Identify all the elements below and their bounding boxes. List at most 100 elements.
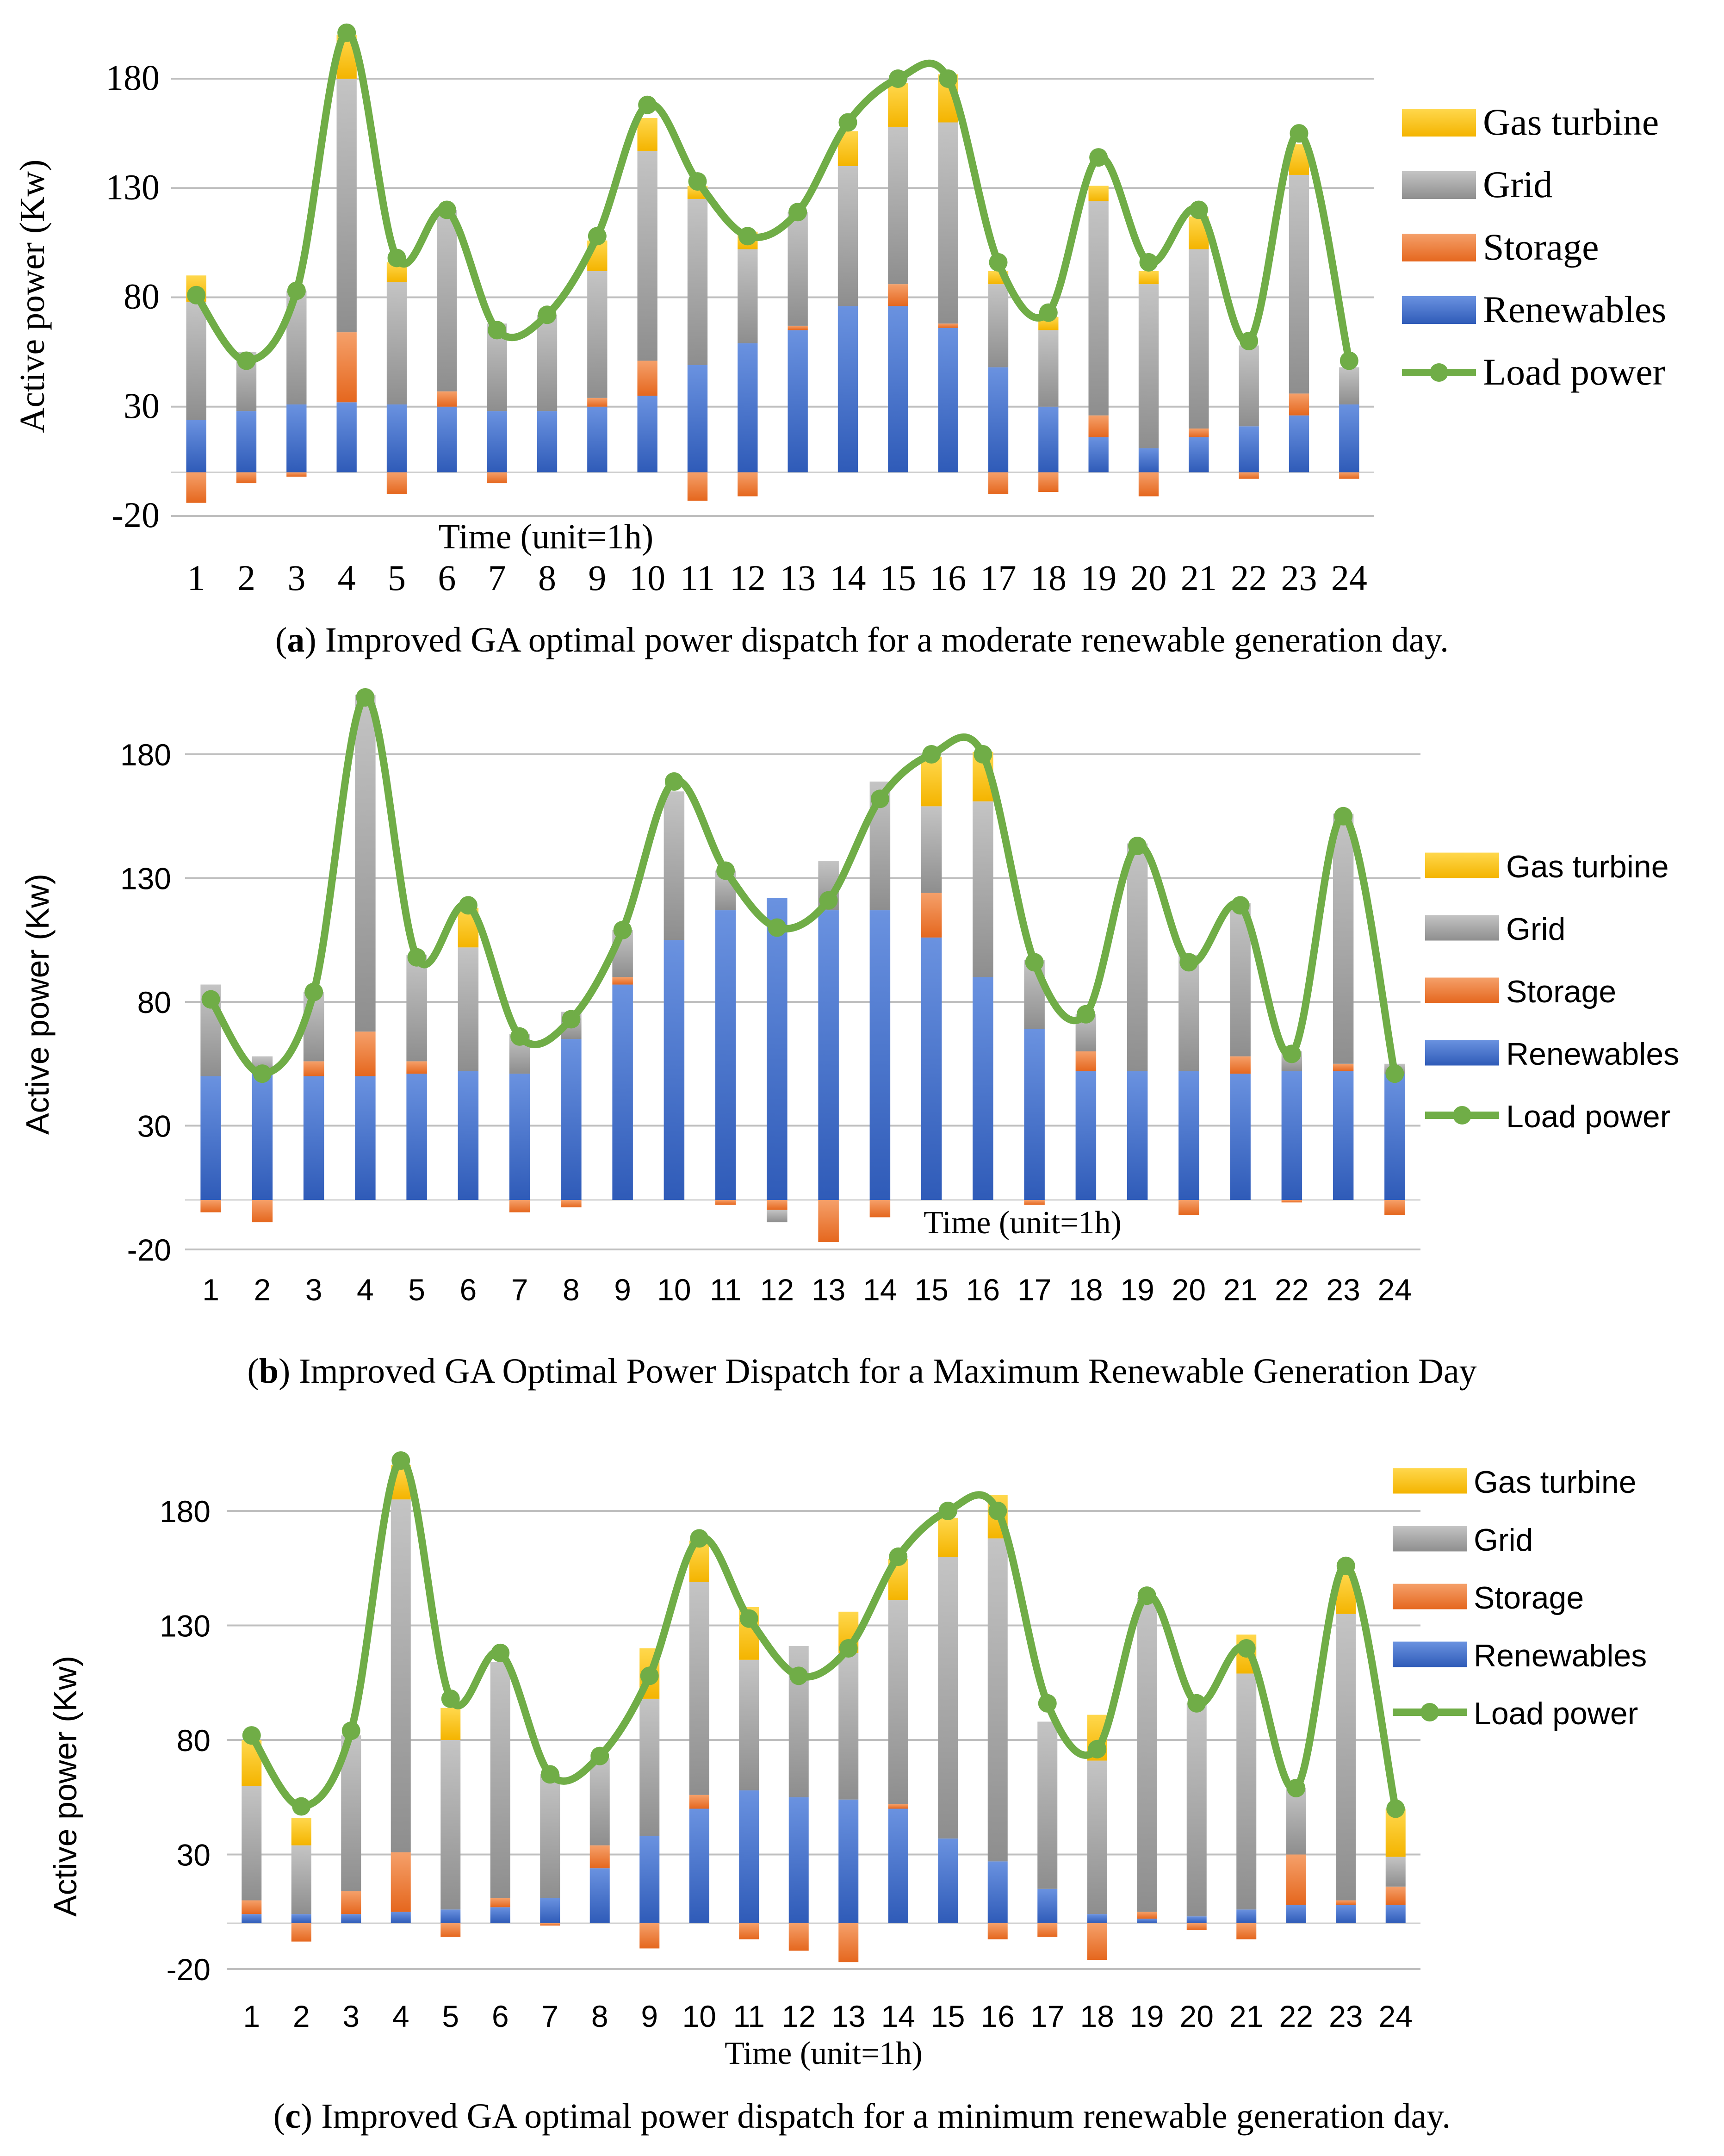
bar-storage-c-5 (440, 1923, 461, 1937)
x-tick-label-c-19: 20 (1180, 1999, 1214, 2033)
bar-grid-c-14 (888, 1600, 908, 1804)
y-tick-label-b-4: -20 (127, 1233, 171, 1267)
bar-grid-a-23 (1289, 174, 1309, 394)
x-tick-label-c-14: 15 (931, 1999, 965, 2033)
bar-renewables-b-21 (1230, 1074, 1251, 1200)
bar-renewables-a-14 (837, 306, 858, 472)
bar-grid-b-20 (1178, 955, 1199, 1071)
x-tick-label-a-15: 16 (930, 558, 966, 598)
bar-storage-b-21 (1230, 1056, 1251, 1074)
bar-grid-a-15 (888, 126, 908, 285)
x-tick-label-c-23: 24 (1379, 1999, 1413, 2033)
legend-swatch-storage-c (1393, 1584, 1467, 1609)
x-tick-label-c-8: 9 (641, 1999, 658, 2033)
y-tick-label-b-0: 180 (120, 738, 171, 772)
bar-renewables-b-6 (458, 1071, 479, 1200)
bar-storage-a-18 (1038, 472, 1059, 492)
load-power-point-b-18 (1076, 1005, 1095, 1024)
bar-storage-c-23 (1336, 1900, 1356, 1905)
bar-renewables-a-10 (637, 396, 657, 472)
x-tick-label-b-4: 5 (408, 1273, 425, 1307)
bar-storage-c-7 (540, 1923, 560, 1926)
load-power-point-b-10 (664, 772, 683, 791)
bar-storage-a-12 (738, 472, 758, 497)
load-power-point-c-5 (441, 1689, 460, 1708)
x-tick-label-b-11: 12 (760, 1273, 794, 1307)
x-tick-label-a-14: 15 (880, 558, 916, 598)
load-power-point-c-17 (1038, 1694, 1057, 1713)
bar-storage-c-13 (838, 1923, 859, 1963)
bar-storage-c-4 (391, 1852, 411, 1912)
bar-renewables-c-15 (938, 1838, 958, 1923)
load-power-point-a-23 (1290, 124, 1309, 143)
bar-grid-c-23 (1336, 1614, 1356, 1901)
load-power-point-b-19 (1128, 836, 1147, 855)
x-tick-label-a-13: 14 (830, 558, 866, 598)
x-axis-label-a: Time (unit=1h) (439, 517, 653, 556)
bar-grid-a-5 (386, 282, 407, 405)
x-tick-label-a-12: 13 (780, 558, 816, 598)
y-axis-label-c: Active power (Kw) (47, 1656, 83, 1917)
x-tick-label-c-15: 16 (981, 1999, 1015, 2033)
bar-renewables-a-22 (1239, 426, 1259, 472)
bar-gas-turbine-a-15 (888, 83, 908, 127)
bar-grid-a-4 (336, 79, 357, 333)
load-power-point-c-22 (1287, 1778, 1306, 1797)
caption-b-text: ) Improved GA Optimal Power Dispatch for… (278, 1352, 1477, 1391)
bar-renewables-b-19 (1127, 1071, 1148, 1200)
bar-storage-c-20 (1186, 1923, 1207, 1930)
bar-renewables-a-5 (386, 404, 407, 472)
bar-renewables-c-16 (987, 1861, 1008, 1923)
load-power-point-b-7 (510, 1027, 529, 1046)
x-tick-label-b-23: 24 (1378, 1273, 1412, 1307)
legend-label-gas-turbine-a: Gas turbine (1483, 101, 1659, 143)
bar-grid-c-16 (987, 1538, 1008, 1862)
bar-grid-c-24 (1385, 1857, 1406, 1887)
bar-grid-a-19 (1088, 201, 1109, 416)
bar-renewables-c-20 (1186, 1916, 1207, 1923)
bar-grid-a-13 (788, 212, 808, 326)
bar-gas-turbine-c-2 (291, 1818, 311, 1845)
bar-storage-c-16 (987, 1923, 1008, 1939)
bar-grid-c-8 (589, 1758, 610, 1845)
bar-storage-b-2 (252, 1200, 273, 1223)
bar-renewables-b-1 (200, 1076, 221, 1200)
bar-gas-turbine-a-10 (637, 118, 657, 151)
bar-renewables-c-5 (440, 1909, 461, 1923)
load-power-point-b-15 (922, 745, 941, 764)
load-power-point-a-15 (888, 69, 907, 88)
load-power-point-c-15 (938, 1502, 957, 1520)
x-tick-label-a-11: 12 (730, 558, 766, 598)
legend-label-renewables-a: Renewables (1483, 288, 1666, 330)
bar-storage-b-9 (612, 977, 633, 985)
bar-grid-c-11 (739, 1659, 759, 1790)
x-tick-label-c-18: 19 (1130, 1999, 1164, 2033)
bar-storage-b-17 (1024, 1200, 1045, 1205)
load-power-point-c-14 (889, 1547, 908, 1566)
bar-grid-b-23 (1333, 814, 1354, 1064)
load-power-point-a-1 (187, 286, 206, 304)
bar-renewables-a-11 (687, 365, 708, 472)
x-tick-label-c-5: 6 (492, 1999, 509, 2033)
x-tick-label-a-1: 2 (237, 558, 255, 598)
bar-storage-a-11 (687, 472, 708, 501)
load-power-point-a-13 (788, 203, 807, 222)
bar-renewables-b-24 (1384, 1074, 1405, 1200)
bar-renewables-c-14 (888, 1808, 908, 1923)
bar-storage-c-14 (888, 1804, 908, 1809)
load-power-point-c-8 (590, 1746, 609, 1765)
bar-grid-b-15 (921, 806, 942, 893)
bar-grid-b-4 (355, 695, 376, 1032)
load-power-point-b-3 (304, 982, 323, 1001)
x-tick-label-c-20: 21 (1229, 1999, 1263, 2033)
x-tick-label-b-13: 14 (863, 1273, 897, 1307)
legend-label-load-power-b: Load power (1506, 1099, 1670, 1134)
y-tick-label-a-4: -20 (112, 495, 160, 535)
load-power-point-a-21 (1189, 200, 1208, 219)
load-power-point-a-22 (1240, 332, 1259, 350)
load-power-point-a-16 (939, 69, 958, 88)
load-power-point-a-10 (638, 95, 657, 114)
legend-swatch-grid-b (1425, 915, 1499, 941)
legend-label-load-power-a: Load power (1483, 351, 1665, 393)
